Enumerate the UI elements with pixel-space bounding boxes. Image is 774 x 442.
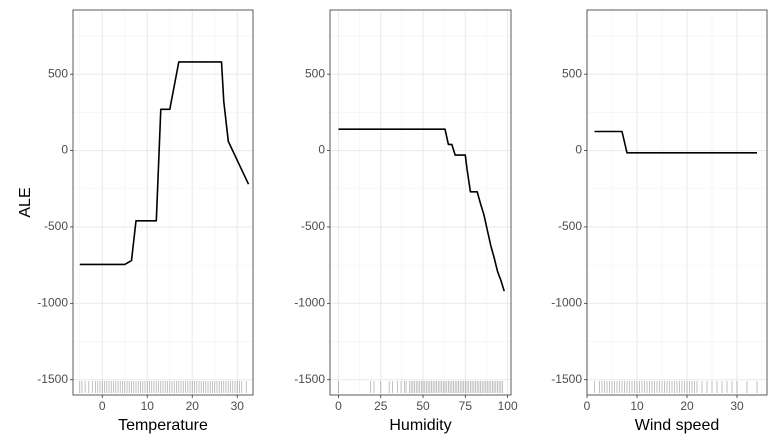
- panel-border: [72, 9, 254, 396]
- x-axis-title: Temperature: [118, 417, 208, 434]
- x-axis-title: Wind speed: [635, 417, 720, 434]
- panel-2: -1500 -1000 -500 0 500 0 25 50 75 100 Humidity: [294, 9, 518, 434]
- y-tick-label: -1500: [294, 372, 325, 386]
- y-axis-title: ALE: [17, 187, 34, 217]
- panel-3: -1500 -1000 -500 0 500 0 10 20 30 Wind speed: [551, 9, 768, 434]
- panel-border: [329, 9, 512, 396]
- x-tick-label: 30: [231, 399, 245, 413]
- ale-line: [338, 128, 505, 292]
- x-tick-label: 100: [498, 399, 518, 413]
- panel-border: [586, 9, 768, 396]
- x-tick-label: 10: [141, 399, 155, 413]
- panel-1: -1500 -1000 -500 0 500 0 10 20 30 Temperature: [37, 9, 254, 434]
- y-tick-label: 500: [562, 66, 582, 80]
- x-tick-label: 0: [335, 399, 342, 413]
- y-tick-label: -1500: [37, 372, 68, 386]
- y-tick-label: 0: [318, 143, 325, 157]
- y-tick-label: 500: [48, 66, 68, 80]
- x-tick-label: 20: [186, 399, 200, 413]
- x-tick-label: 10: [630, 399, 644, 413]
- y-tick-label: -1000: [551, 296, 582, 310]
- x-tick-label: 50: [416, 399, 430, 413]
- y-tick-label: 500: [305, 66, 325, 80]
- y-tick-label: -500: [301, 219, 325, 233]
- y-tick-label: -500: [44, 219, 68, 233]
- ale-line: [594, 130, 757, 154]
- x-tick-label: 25: [374, 399, 388, 413]
- y-tick-label: 0: [61, 143, 68, 157]
- x-tick-label: 75: [459, 399, 473, 413]
- x-axis-title: Humidity: [389, 417, 451, 434]
- y-tick-label: -1500: [551, 372, 582, 386]
- x-tick-label: 30: [730, 399, 744, 413]
- x-tick-label: 0: [584, 399, 591, 413]
- y-tick-label: -1000: [37, 296, 68, 310]
- x-tick-label: 20: [680, 399, 694, 413]
- x-tick-label: 0: [99, 399, 106, 413]
- y-tick-label: -500: [558, 219, 582, 233]
- ale-line: [79, 61, 250, 266]
- y-tick-label: -1000: [294, 296, 325, 310]
- y-tick-label: 0: [575, 143, 582, 157]
